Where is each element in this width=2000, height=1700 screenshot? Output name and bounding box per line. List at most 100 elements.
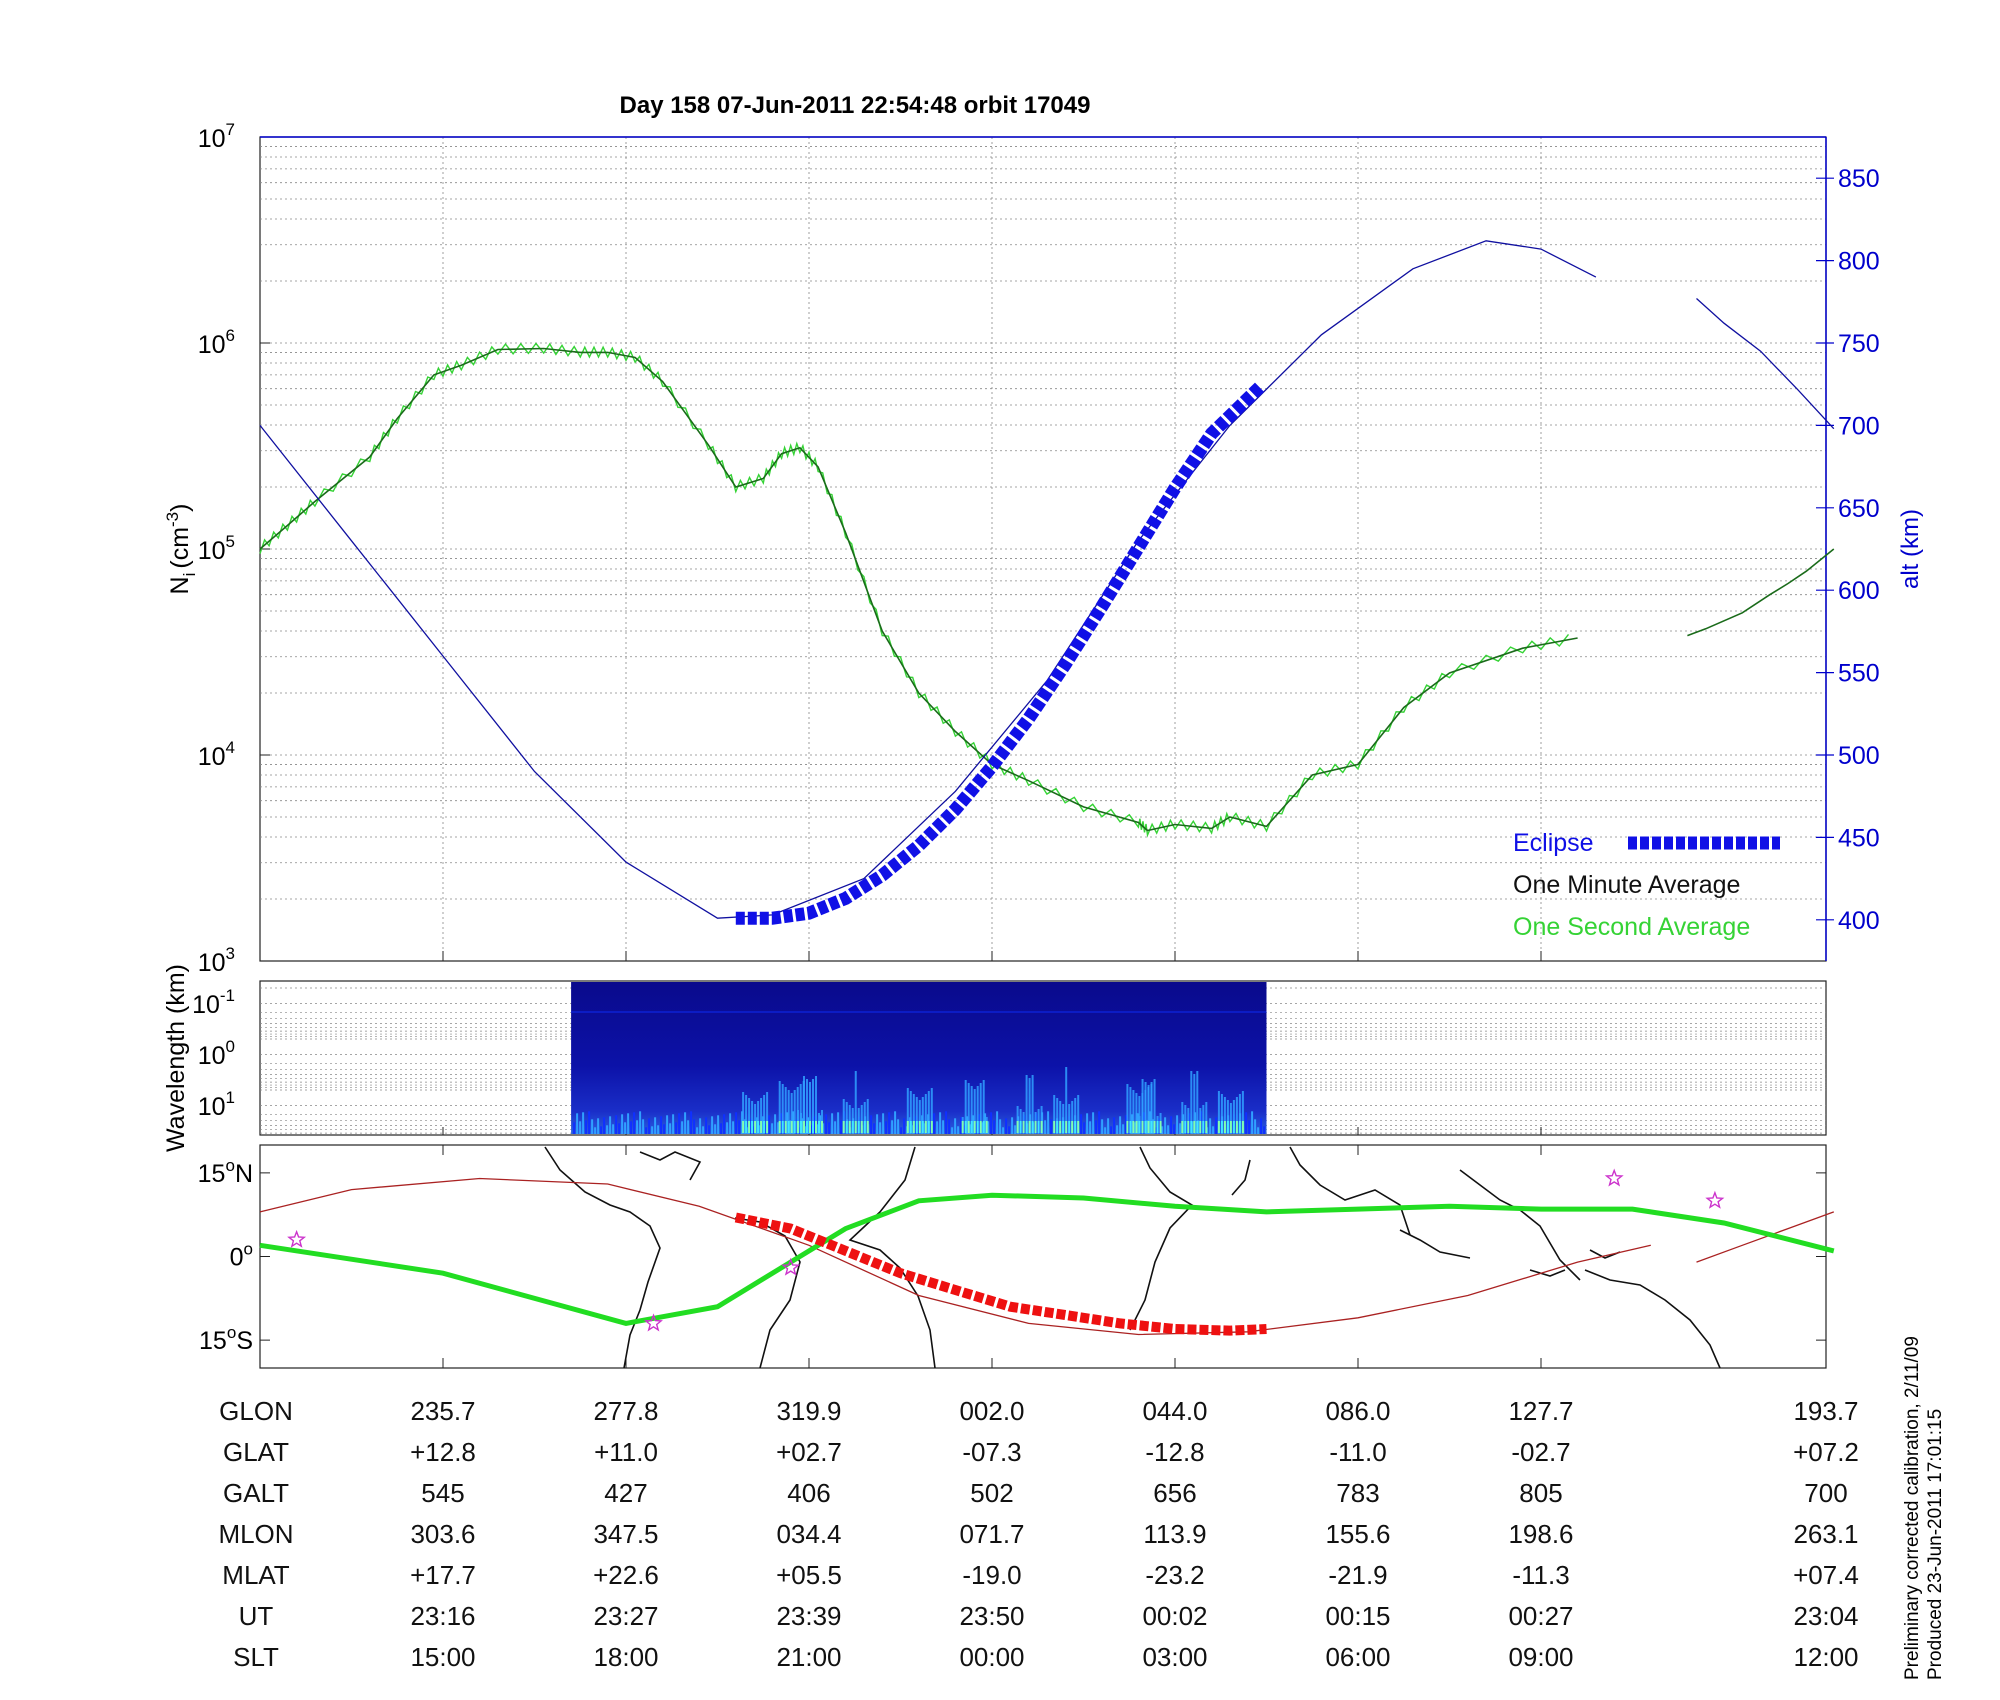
spectrogram-burst-core — [1016, 1121, 1019, 1133]
spectrogram-base-stripe — [576, 1113, 579, 1134]
spectrogram-y-tick-label: 101 — [198, 1088, 235, 1121]
spectrogram-burst-core — [1059, 1121, 1062, 1133]
spectrogram-base-stripe — [807, 1117, 810, 1134]
spectrogram-base-stripe — [1260, 1118, 1263, 1134]
spectrogram-base-stripe — [879, 1122, 882, 1134]
spectrogram-base-stripe — [579, 1121, 582, 1134]
table-cell: 193.7 — [1793, 1396, 1858, 1426]
spectrogram-burst-core — [757, 1121, 760, 1133]
magnetic-equator-line-late — [1696, 1211, 1835, 1263]
spectrogram-burst-core — [848, 1121, 851, 1133]
spectrogram-burst-stripe — [854, 1071, 857, 1134]
table-cell: +22.6 — [593, 1560, 659, 1590]
table-cell: -23.2 — [1145, 1560, 1204, 1590]
spectrogram-burst-core — [1235, 1121, 1238, 1133]
spectrogram-burst-core — [1232, 1121, 1235, 1133]
spectrogram-base-stripe — [1008, 1126, 1011, 1134]
spectrogram-burst-stripe — [967, 1083, 970, 1134]
spectrogram-burst-stripe — [1196, 1071, 1199, 1134]
spectrogram-base-stripe — [678, 1113, 681, 1134]
spectrogram-base-stripe — [1089, 1121, 1092, 1134]
spectrogram-burst-core — [985, 1121, 988, 1133]
orbit-data-table: GLON 235.7 277.8 319.9 002.0 044.0 086.0 127.7 1… — [218, 1396, 1858, 1672]
spectrogram-burst-core — [742, 1121, 745, 1133]
spectrogram-base-stripe — [1125, 1115, 1128, 1134]
spectrogram-burst-stripe — [1040, 1106, 1043, 1134]
table-cell: 03:00 — [1142, 1642, 1207, 1672]
spectrogram-base-stripe — [1092, 1112, 1095, 1134]
spectrogram-burst-core — [863, 1121, 866, 1133]
spectrogram-base-stripe — [1002, 1127, 1005, 1134]
spectrogram-burst-core — [1150, 1121, 1153, 1133]
spectrogram-burst-stripe — [815, 1076, 817, 1134]
arabia-india-coast — [1289, 1146, 1411, 1236]
spectrogram-base-stripe — [1014, 1125, 1017, 1134]
spectrogram-base-stripe — [1146, 1120, 1149, 1134]
spectrogram-burst-core — [982, 1121, 985, 1133]
spectrogram-burst-core — [912, 1121, 915, 1133]
map-plot-area — [259, 1144, 1827, 1369]
spectrogram-base-stripe — [708, 1125, 711, 1134]
spectrogram-burst-core — [778, 1121, 781, 1133]
map-y-tick-label: 15oS — [199, 1323, 253, 1355]
spectrogram-base-stripe — [711, 1116, 714, 1134]
spectrogram-base-stripe — [1122, 1124, 1125, 1134]
table-cell: 00:00 — [959, 1642, 1024, 1672]
spectrogram-base-stripe — [588, 1111, 591, 1134]
spectrogram-base-stripe — [891, 1120, 894, 1134]
table-cell: 198.6 — [1508, 1519, 1573, 1549]
spectrogram-base-stripe — [993, 1120, 996, 1134]
spectrogram-burst-core — [1184, 1121, 1187, 1133]
spectrogram-base-stripe — [645, 1127, 648, 1134]
spectrogram-burst-core — [784, 1121, 787, 1133]
density-one-minute-line-late — [1687, 548, 1835, 637]
table-row-label: GLAT — [223, 1437, 289, 1467]
spectrogram-base-stripe — [900, 1127, 903, 1134]
table-cell: 427 — [604, 1478, 647, 1508]
spectrogram-base-stripe — [1110, 1126, 1113, 1134]
spectrogram-burst-core — [924, 1121, 927, 1133]
spectrogram-base-stripe — [840, 1120, 843, 1134]
spectrogram-burst-core — [1034, 1121, 1037, 1133]
spectrogram-burst-stripe — [1241, 1091, 1244, 1134]
spectrogram-base-stripe — [717, 1115, 720, 1134]
spectrogram-base-stripe — [624, 1122, 627, 1134]
spectrogram-burst-core — [1071, 1121, 1074, 1133]
spectrogram-base-stripe — [690, 1111, 693, 1134]
spectrogram-base-stripe — [816, 1124, 819, 1134]
spectrogram-base-stripe — [621, 1114, 624, 1134]
spectrogram-base-stripe — [1254, 1119, 1257, 1134]
spectrogram-base-stripe — [996, 1111, 999, 1134]
spectrogram-burst-stripe — [1016, 1106, 1019, 1134]
eclipse-marker-line — [735, 381, 1266, 925]
star-marker — [643, 1313, 663, 1332]
spectrogram-burst-core — [964, 1121, 967, 1133]
spectrogram-burst-stripe — [793, 1090, 796, 1134]
table-cell: 002.0 — [959, 1396, 1024, 1426]
spectrogram-burst-core — [909, 1121, 912, 1133]
table-cell: 15:00 — [410, 1642, 475, 1672]
star-marker — [781, 1257, 801, 1276]
spectrogram-burst-core — [921, 1121, 924, 1133]
spectrogram-burst-core — [793, 1121, 796, 1133]
spectrogram-burst-core — [1159, 1121, 1162, 1133]
table-cell: 00:27 — [1508, 1601, 1573, 1631]
spectrogram-burst-core — [1019, 1121, 1022, 1133]
table-row-label: SLT — [233, 1642, 279, 1672]
spectrogram-base-stripe — [825, 1114, 828, 1134]
map-y-tick-label: 0o — [230, 1240, 253, 1272]
spectrogram-burst-core — [967, 1121, 970, 1133]
chart-title: Day 158 07-Jun-2011 22:54:48 orbit 17049 — [620, 92, 1091, 119]
spectrogram-burst-stripe — [930, 1088, 933, 1134]
spectrogram-base-stripe — [726, 1122, 729, 1134]
spectrogram-base-stripe — [903, 1118, 906, 1134]
spectrogram-base-stripe — [687, 1120, 690, 1134]
spectrogram-burst-core — [1031, 1121, 1034, 1133]
spectrogram-base-stripe — [651, 1126, 654, 1134]
spectrogram-burst-stripe — [757, 1101, 760, 1134]
altitude-y-tick-label: 750 — [1838, 330, 1880, 358]
spectrogram-burst-stripe — [790, 1093, 793, 1134]
density-y-tick-label: 103 — [198, 944, 235, 977]
table-cell: -21.9 — [1328, 1560, 1387, 1590]
spectrogram-base-stripe — [594, 1127, 597, 1134]
